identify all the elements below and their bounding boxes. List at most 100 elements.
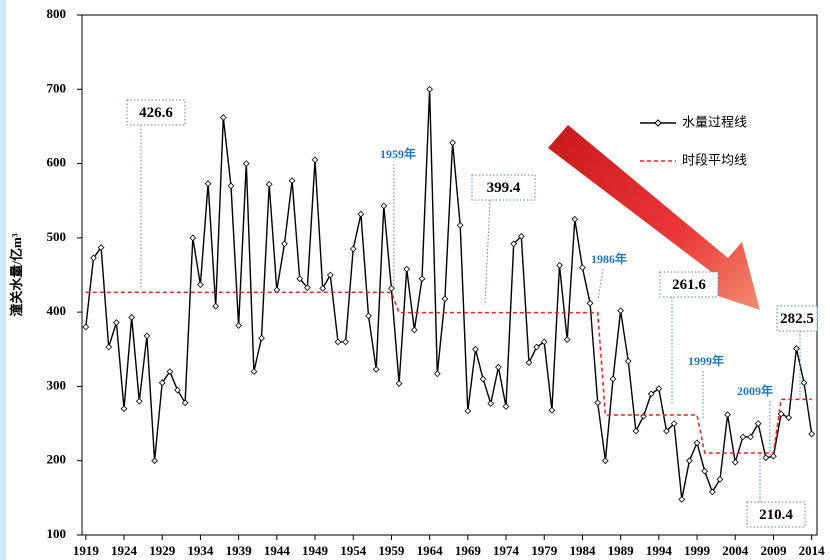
legend-marker bbox=[655, 120, 661, 126]
x-tick-label: 2009 bbox=[760, 543, 787, 558]
point bbox=[289, 178, 295, 184]
point bbox=[144, 333, 150, 339]
annotation-label: 261.6 bbox=[672, 277, 706, 293]
x-tick-label: 1979 bbox=[531, 543, 558, 558]
y-axis-label: 潼关水量/亿m³ bbox=[9, 233, 24, 316]
point bbox=[480, 376, 486, 382]
point bbox=[694, 440, 700, 446]
x-tick-label: 2004 bbox=[722, 543, 749, 558]
x-tick-label: 1929 bbox=[149, 543, 176, 558]
y-tick-label: 500 bbox=[47, 229, 67, 244]
point bbox=[809, 431, 815, 437]
point bbox=[129, 315, 135, 321]
point bbox=[83, 324, 89, 330]
point bbox=[473, 346, 479, 352]
point bbox=[121, 406, 127, 412]
point bbox=[610, 376, 616, 382]
annotation-leader bbox=[485, 200, 490, 305]
point bbox=[381, 203, 387, 209]
point bbox=[587, 300, 593, 306]
x-tick-label: 1989 bbox=[608, 543, 635, 558]
point bbox=[312, 157, 318, 163]
point bbox=[358, 211, 364, 217]
x-tick-label: 1994 bbox=[646, 543, 673, 558]
point bbox=[549, 407, 555, 413]
x-tick-label: 1924 bbox=[111, 543, 138, 558]
point bbox=[595, 400, 601, 406]
point bbox=[328, 272, 334, 278]
point bbox=[564, 337, 570, 343]
point bbox=[732, 459, 738, 465]
point bbox=[572, 216, 578, 222]
point bbox=[496, 364, 502, 370]
legend-label: 水量过程线 bbox=[682, 116, 747, 131]
point bbox=[366, 313, 372, 319]
y-tick-label: 100 bbox=[47, 526, 67, 541]
point bbox=[633, 428, 639, 434]
point bbox=[603, 458, 609, 464]
annotation-label: 426.6 bbox=[139, 105, 173, 121]
annotation-leader bbox=[598, 269, 603, 300]
point bbox=[335, 339, 341, 345]
point bbox=[419, 276, 425, 282]
point bbox=[412, 327, 418, 333]
point bbox=[442, 296, 448, 302]
point bbox=[740, 434, 746, 440]
x-tick-label: 1944 bbox=[264, 543, 291, 558]
point bbox=[763, 455, 769, 461]
point bbox=[213, 303, 219, 309]
point bbox=[389, 286, 395, 292]
point bbox=[679, 497, 685, 503]
x-tick-label: 1919 bbox=[73, 543, 100, 558]
year-label: 1986年 bbox=[591, 251, 627, 266]
annotation-label: 210.4 bbox=[759, 507, 793, 523]
point bbox=[465, 408, 471, 414]
chart: 潼关水量/亿m³ 1002003004005006007008001919192… bbox=[0, 0, 830, 560]
annotation-label: 399.4 bbox=[487, 180, 521, 196]
y-tick-label: 400 bbox=[47, 303, 67, 318]
x-tick-label: 1949 bbox=[302, 543, 329, 558]
point bbox=[404, 266, 410, 272]
point bbox=[794, 346, 800, 352]
point bbox=[396, 381, 402, 387]
point bbox=[236, 323, 242, 329]
point bbox=[801, 380, 807, 386]
point bbox=[702, 468, 708, 474]
point bbox=[488, 401, 494, 407]
point bbox=[618, 308, 624, 314]
point bbox=[266, 182, 272, 188]
point bbox=[771, 453, 777, 459]
point bbox=[373, 367, 379, 373]
legend-label: 时段平均线 bbox=[682, 154, 747, 169]
x-tick-label: 1984 bbox=[569, 543, 596, 558]
point bbox=[190, 235, 196, 241]
year-label: 1999年 bbox=[688, 353, 724, 368]
point bbox=[106, 344, 112, 350]
point bbox=[725, 412, 731, 418]
point bbox=[350, 246, 356, 252]
point bbox=[205, 181, 211, 187]
x-tick-label: 1999 bbox=[684, 543, 711, 558]
x-tick-label: 1959 bbox=[378, 543, 405, 558]
y-tick-label: 300 bbox=[47, 377, 67, 392]
x-tick-label: 1969 bbox=[455, 543, 482, 558]
x-tick-label: 2014 bbox=[799, 543, 826, 558]
x-tick-label: 1939 bbox=[226, 543, 253, 558]
point bbox=[259, 335, 265, 341]
point bbox=[503, 404, 509, 410]
point bbox=[198, 282, 204, 288]
edge-strip bbox=[0, 0, 6, 560]
x-tick-label: 1934 bbox=[187, 543, 214, 558]
point bbox=[687, 458, 693, 464]
point bbox=[243, 161, 249, 167]
point bbox=[152, 458, 158, 464]
y-tick-label: 200 bbox=[47, 452, 67, 467]
point bbox=[251, 369, 257, 375]
point bbox=[114, 320, 120, 326]
point bbox=[748, 434, 754, 440]
year-label: 2009年 bbox=[737, 383, 773, 398]
annotation-label: 282.5 bbox=[780, 311, 814, 327]
point bbox=[526, 360, 532, 366]
point bbox=[755, 421, 761, 427]
y-tick-label: 800 bbox=[47, 6, 67, 21]
